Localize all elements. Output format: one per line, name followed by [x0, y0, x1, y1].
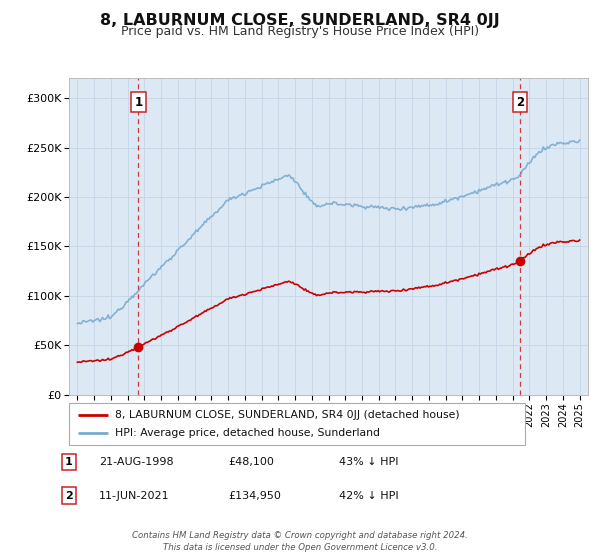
Text: £134,950: £134,950: [228, 491, 281, 501]
Text: 2: 2: [65, 491, 73, 501]
Text: Contains HM Land Registry data © Crown copyright and database right 2024.: Contains HM Land Registry data © Crown c…: [132, 531, 468, 540]
Text: Price paid vs. HM Land Registry's House Price Index (HPI): Price paid vs. HM Land Registry's House …: [121, 25, 479, 38]
Text: HPI: Average price, detached house, Sunderland: HPI: Average price, detached house, Sund…: [115, 428, 380, 438]
Text: 42% ↓ HPI: 42% ↓ HPI: [339, 491, 398, 501]
Text: £48,100: £48,100: [228, 457, 274, 467]
FancyBboxPatch shape: [69, 403, 525, 445]
Text: 1: 1: [65, 457, 73, 467]
Text: 43% ↓ HPI: 43% ↓ HPI: [339, 457, 398, 467]
Text: 8, LABURNUM CLOSE, SUNDERLAND, SR4 0JJ (detached house): 8, LABURNUM CLOSE, SUNDERLAND, SR4 0JJ (…: [115, 410, 459, 420]
Text: 21-AUG-1998: 21-AUG-1998: [99, 457, 173, 467]
Text: 11-JUN-2021: 11-JUN-2021: [99, 491, 170, 501]
Text: 8, LABURNUM CLOSE, SUNDERLAND, SR4 0JJ: 8, LABURNUM CLOSE, SUNDERLAND, SR4 0JJ: [100, 13, 500, 28]
Text: 1: 1: [134, 96, 142, 109]
Text: 2: 2: [516, 96, 524, 109]
Text: This data is licensed under the Open Government Licence v3.0.: This data is licensed under the Open Gov…: [163, 543, 437, 552]
